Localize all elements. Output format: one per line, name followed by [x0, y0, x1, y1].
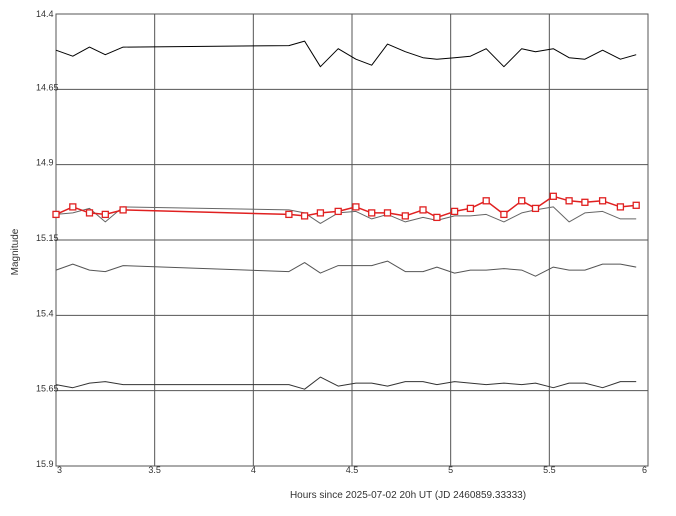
- x-tick-label: 5.5: [543, 465, 556, 475]
- data-point-marker: [616, 203, 625, 211]
- data-series: [52, 40, 640, 390]
- x-tick-label: 5: [448, 465, 453, 475]
- data-point-marker: [482, 197, 490, 205]
- data-point-marker: [119, 206, 127, 214]
- data-point-marker: [450, 207, 459, 216]
- x-tick-label: 6: [642, 465, 647, 475]
- series-line: [55, 40, 637, 68]
- data-point-marker: [52, 210, 60, 219]
- data-point-marker: [466, 204, 475, 213]
- x-tick-label: 3: [57, 465, 62, 475]
- y-tick-label: 15.15: [36, 233, 59, 243]
- data-point-marker: [531, 204, 540, 213]
- x-tick-label: 4.5: [346, 465, 359, 475]
- data-point-marker: [69, 203, 77, 211]
- grid-lines: [55, 13, 649, 467]
- data-point-marker: [598, 197, 607, 205]
- x-axis-title: Hours since 2025-07-02 20h UT (JD 246085…: [290, 490, 526, 501]
- series-line: [55, 376, 637, 390]
- data-point-marker: [518, 197, 526, 205]
- data-point-marker: [300, 212, 309, 220]
- data-point-marker: [581, 198, 589, 206]
- data-point-marker: [401, 212, 409, 220]
- y-tick-label: 15.4: [36, 308, 54, 318]
- series-line: [55, 206, 637, 224]
- series-line: [55, 260, 637, 277]
- data-point-marker: [334, 207, 342, 216]
- y-axis-title: Magnitude: [10, 228, 21, 275]
- data-point-marker: [383, 209, 392, 217]
- y-tick-label: 15.65: [36, 384, 59, 394]
- data-point-marker: [368, 209, 376, 217]
- data-point-marker: [565, 197, 573, 205]
- data-point-marker: [419, 206, 427, 214]
- y-tick-label: 14.4: [36, 9, 54, 19]
- y-tick-label: 15.9: [36, 459, 54, 469]
- x-tick-label: 3.5: [148, 465, 161, 475]
- tick-labels: 3 3.5 4 4.5 5 5.5 6 14.4 14.65 14.9 15.15 15.4 15.65…: [36, 9, 647, 475]
- y-tick-label: 14.9: [36, 158, 54, 168]
- data-point-marker: [101, 210, 109, 219]
- data-point-marker: [316, 209, 325, 217]
- data-point-marker: [433, 213, 441, 222]
- data-point-marker: [632, 201, 640, 209]
- data-point-marker: [285, 210, 293, 219]
- data-point-marker: [352, 203, 360, 211]
- data-point-marker: [549, 192, 557, 200]
- y-tick-label: 14.65: [36, 82, 59, 92]
- x-tick-label: 4: [251, 465, 256, 475]
- plot-border: [55, 13, 649, 467]
- data-point-marker: [500, 210, 508, 219]
- data-point-marker: [85, 209, 94, 217]
